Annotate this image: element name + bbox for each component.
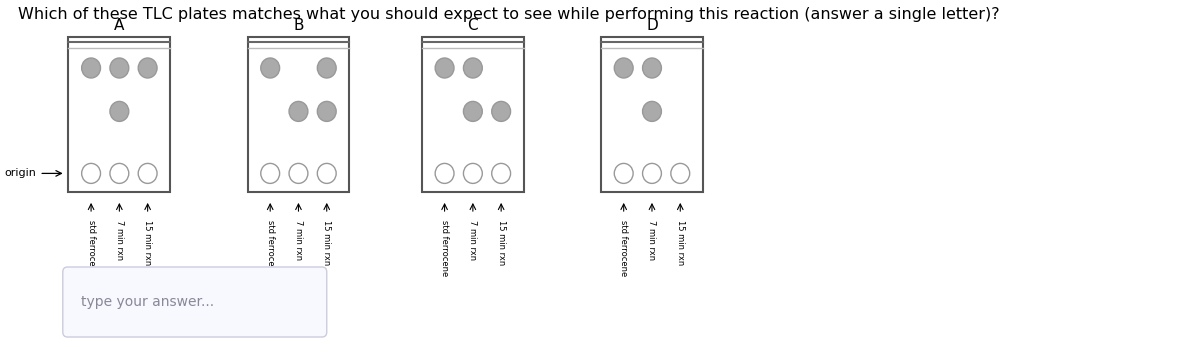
Circle shape: [82, 163, 101, 184]
Circle shape: [82, 58, 101, 78]
Circle shape: [463, 58, 482, 78]
FancyBboxPatch shape: [68, 37, 170, 192]
Text: std ferrocene: std ferrocene: [86, 220, 96, 276]
Circle shape: [317, 163, 336, 184]
Text: std ferrocene: std ferrocene: [440, 220, 449, 276]
Text: std ferrocene: std ferrocene: [619, 220, 628, 276]
Circle shape: [614, 58, 634, 78]
Circle shape: [463, 163, 482, 184]
Circle shape: [436, 58, 454, 78]
Circle shape: [642, 101, 661, 121]
Circle shape: [671, 163, 690, 184]
Text: 7 min rxn: 7 min rxn: [294, 220, 302, 260]
Text: std ferrocene: std ferrocene: [265, 220, 275, 276]
Text: B: B: [293, 18, 304, 33]
FancyBboxPatch shape: [62, 267, 326, 337]
Circle shape: [110, 101, 128, 121]
Circle shape: [260, 58, 280, 78]
Circle shape: [110, 163, 128, 184]
Circle shape: [463, 101, 482, 121]
Text: 15 min rxn: 15 min rxn: [676, 220, 685, 265]
Text: 7 min rxn: 7 min rxn: [468, 220, 478, 260]
Circle shape: [436, 163, 454, 184]
Text: origin: origin: [5, 168, 36, 178]
Circle shape: [642, 163, 661, 184]
Text: 15 min rxn: 15 min rxn: [497, 220, 505, 265]
Text: 15 min rxn: 15 min rxn: [143, 220, 152, 265]
Circle shape: [260, 163, 280, 184]
Text: D: D: [646, 18, 658, 33]
Text: C: C: [468, 18, 478, 33]
Circle shape: [110, 58, 128, 78]
Circle shape: [289, 163, 308, 184]
Circle shape: [614, 163, 634, 184]
Text: 7 min rxn: 7 min rxn: [115, 220, 124, 260]
FancyBboxPatch shape: [247, 37, 349, 192]
Text: A: A: [114, 18, 125, 33]
FancyBboxPatch shape: [422, 37, 523, 192]
Text: 15 min rxn: 15 min rxn: [323, 220, 331, 265]
Circle shape: [317, 101, 336, 121]
Circle shape: [492, 101, 510, 121]
FancyBboxPatch shape: [601, 37, 703, 192]
Text: Which of these TLC plates matches what you should expect to see while performing: Which of these TLC plates matches what y…: [18, 7, 1000, 22]
Text: type your answer...: type your answer...: [80, 295, 214, 309]
Text: 7 min rxn: 7 min rxn: [648, 220, 656, 260]
Circle shape: [138, 163, 157, 184]
Circle shape: [317, 58, 336, 78]
Circle shape: [492, 163, 510, 184]
Circle shape: [642, 58, 661, 78]
Circle shape: [289, 101, 308, 121]
Circle shape: [138, 58, 157, 78]
